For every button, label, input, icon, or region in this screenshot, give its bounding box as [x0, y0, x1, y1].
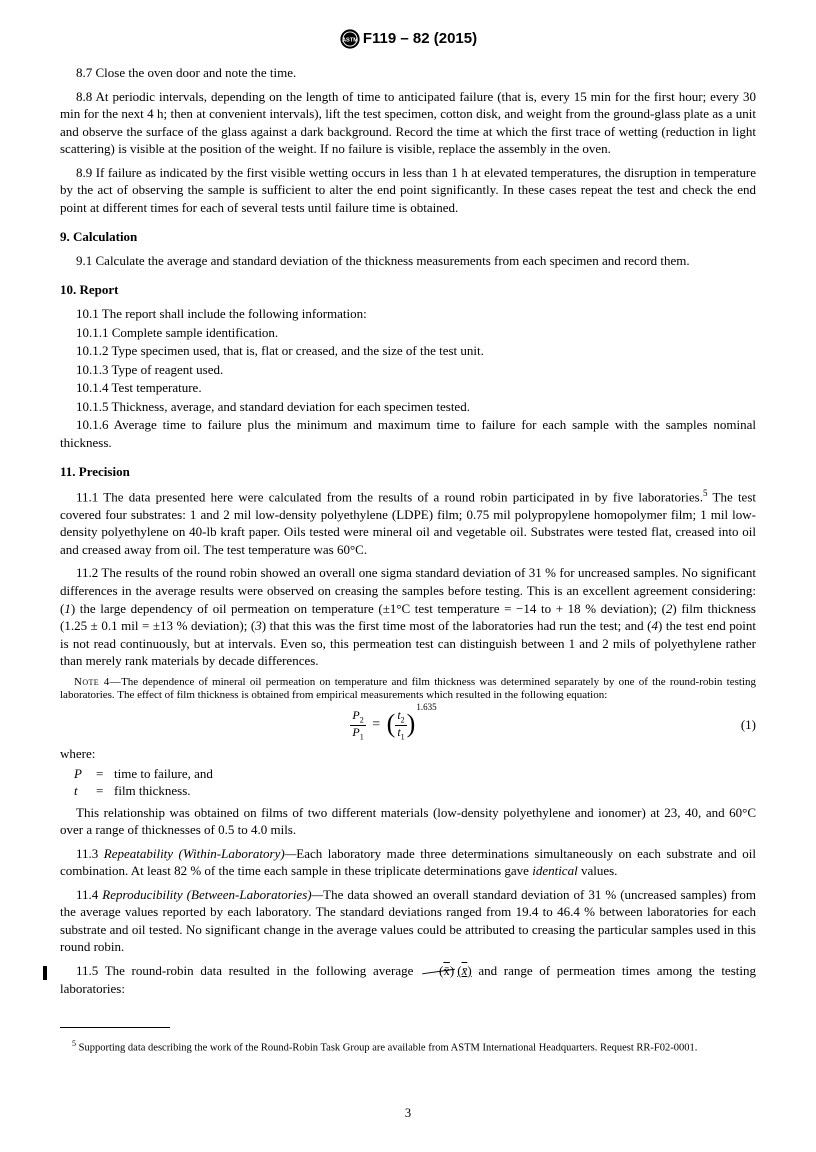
page-header: ASTM F119 – 82 (2015): [60, 28, 756, 50]
page-number: 3: [60, 1105, 756, 1122]
para-11-1: 11.1 The data presented here were calcul…: [60, 487, 756, 559]
equation-1-exponent: 1.635: [416, 702, 436, 712]
para-10-1-2: 10.1.2 Type specimen used, that is, flat…: [60, 342, 756, 360]
designation: F119 – 82 (2015): [363, 30, 477, 47]
where-list: P = time to failure, and t = film thickn…: [74, 765, 217, 800]
where-P-sym: P: [74, 765, 96, 783]
where-label: where:: [60, 745, 756, 763]
para-11-3: 11.3 Repeatability (Within-Laboratory)—E…: [60, 845, 756, 880]
equation-1-number: (1): [726, 716, 756, 734]
para-10-1-5: 10.1.5 Thickness, average, and standard …: [60, 398, 756, 416]
footnote-separator: [60, 1027, 170, 1028]
equation-1: P2P1 = (t2t1)1.635 (1): [60, 709, 756, 741]
para-9-1: 9.1 Calculate the average and standard d…: [60, 252, 756, 270]
astm-logo-icon: ASTM: [339, 28, 361, 50]
para-10-1-6: 10.1.6 Average time to failure plus the …: [60, 416, 756, 451]
section-11-head: 11. Precision: [60, 463, 756, 481]
para-11-2: 11.2 The results of the round robin show…: [60, 564, 756, 669]
where-row-P: P = time to failure, and: [74, 765, 217, 783]
equation-1-body: P2P1 = (t2t1)1.635: [60, 709, 726, 741]
para-11-4: 11.4 Reproducibility (Between-Laboratori…: [60, 886, 756, 956]
para-11-5: 11.5 The round-robin data resulted in th…: [60, 962, 756, 997]
footnote-5-text: Supporting data describing the work of t…: [76, 1042, 697, 1053]
where-t-def: film thickness.: [114, 782, 217, 800]
para-10-1-3: 10.1.3 Type of reagent used.: [60, 361, 756, 379]
para-8-8: 8.8 At periodic intervals, depending on …: [60, 88, 756, 158]
section-10-head: 10. Report: [60, 281, 756, 299]
where-t-sym: t: [74, 782, 96, 800]
note-4: Note 4—The dependence of mineral oil per…: [60, 676, 756, 704]
para-10-1: 10.1 The report shall include the follow…: [60, 305, 756, 323]
para-8-7: 8.7 Close the oven door and note the tim…: [60, 64, 756, 82]
where-row-t: t = film thickness.: [74, 782, 217, 800]
inserted-xbar: (x̄): [457, 963, 471, 978]
svg-text:ASTM: ASTM: [342, 38, 358, 44]
note-4-label: Note 4—: [74, 676, 121, 688]
para-11-3-heading: Repeatability (Within-Laboratory)—: [104, 846, 297, 861]
para-11-4-heading: Reproducibility (Between-Laboratories)—: [102, 887, 323, 902]
para-11-2-text: 11.2 The results of the round robin show…: [60, 565, 756, 668]
para-8-9: 8.9 If failure as indicated by the first…: [60, 164, 756, 217]
para-after-where: This relationship was obtained on films …: [60, 804, 756, 839]
change-bar-icon: [43, 966, 47, 980]
para-10-1-4: 10.1.4 Test temperature.: [60, 379, 756, 397]
footnote-5: 5 Supporting data describing the work of…: [60, 1039, 756, 1055]
where-P-def: time to failure, and: [114, 765, 217, 783]
para-10-1-1: 10.1.1 Complete sample identification.: [60, 324, 756, 342]
deleted-xbar: x̄: [420, 962, 457, 980]
note-4-body: The dependence of mineral oil permeation…: [60, 676, 756, 702]
section-9-head: 9. Calculation: [60, 228, 756, 246]
para-11-1-a: 11.1 The data presented here were calcul…: [76, 489, 703, 504]
